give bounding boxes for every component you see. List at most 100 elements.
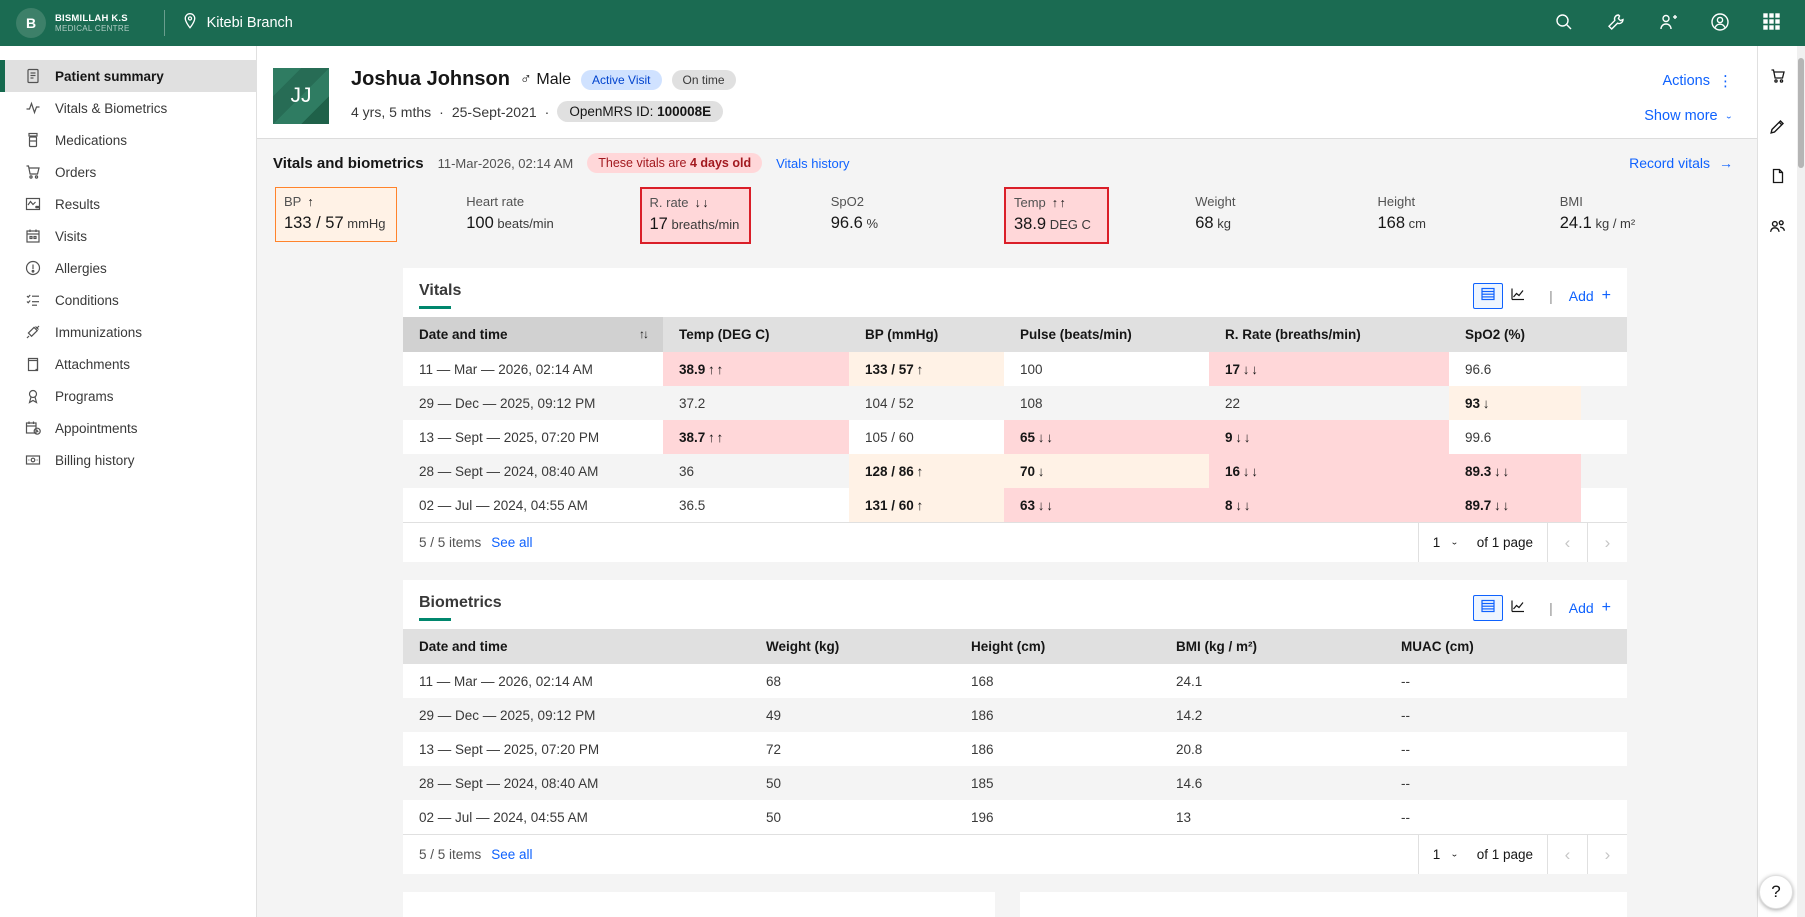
sidebar-item-label: Vitals & Biometrics xyxy=(55,100,168,116)
filler-cell xyxy=(1581,420,1627,454)
location-name: Kitebi Branch xyxy=(206,15,293,31)
page-of-label: of 1 page xyxy=(1476,535,1533,550)
clinical-forms-icon xyxy=(1770,168,1786,184)
sidebar-item-label: Visits xyxy=(55,228,88,244)
table-cell: -- xyxy=(1385,732,1627,766)
next-page-button[interactable]: › xyxy=(1587,835,1627,874)
edit-pencil-button[interactable] xyxy=(1762,110,1794,142)
chart-view-toggle[interactable] xyxy=(1503,595,1533,621)
sidebar-item-orders[interactable]: Orders xyxy=(0,156,256,188)
sidebar-item-allergies[interactable]: Allergies xyxy=(0,252,256,284)
sidebar-item-visits[interactable]: Visits xyxy=(0,220,256,252)
see-all-link[interactable]: See all xyxy=(491,847,533,862)
title-underline xyxy=(419,618,451,621)
patient-birthdate: 25-Sept-2021 xyxy=(451,103,537,120)
plus-icon: + xyxy=(1601,286,1611,304)
sidebar-item-attachments[interactable]: Attachments xyxy=(0,348,256,380)
previous-page-button[interactable]: ‹ xyxy=(1547,835,1587,874)
sidebar-item-label: Billing history xyxy=(55,452,135,468)
items-count: 5 / 5 items xyxy=(419,535,482,550)
results-chart-icon xyxy=(25,196,41,212)
clinic-logo[interactable]: B BISMILLAH K.S MEDICAL CENTRE xyxy=(0,8,148,38)
tile-box: R. rate ↓ ↓ 17 breaths/min xyxy=(639,187,752,244)
location-selector[interactable]: Kitebi Branch xyxy=(181,12,293,34)
order-basket-button[interactable] xyxy=(1762,60,1794,92)
tile-value: 96.6 % xyxy=(830,214,879,232)
table-view-icon xyxy=(1480,598,1496,617)
tile-label: Weight xyxy=(1195,194,1236,209)
patient-chart-left-nav: Patient summary Vitals & Biometrics Medica… xyxy=(0,46,257,917)
plus-icon: + xyxy=(1601,598,1611,616)
trend-arrow-icon: ↓ ↓ xyxy=(1232,429,1250,445)
record-vitals-link[interactable]: Record vitals → xyxy=(1629,155,1733,171)
chart-view-icon xyxy=(1510,598,1526,617)
sidebar-item-vitals-biometrics[interactable]: Vitals & Biometrics xyxy=(0,92,256,124)
column-header-spo2-: SpO2 (%) xyxy=(1449,317,1581,352)
table-row: 29 — Dec — 2025, 09:12 PM 49 186 14.2 -- xyxy=(403,698,1627,732)
add-patient-button[interactable] xyxy=(1649,4,1687,42)
table-cell: 37.2 xyxy=(663,386,849,420)
page-number-select[interactable]: 1 ⌄ xyxy=(1417,835,1473,874)
sidebar-item-conditions[interactable]: Conditions xyxy=(0,284,256,316)
vital-tile-temp: Temp ↑ ↑ 38.9 DEG C xyxy=(1004,187,1186,244)
table-view-toggle[interactable] xyxy=(1473,282,1504,309)
search-button[interactable] xyxy=(1545,4,1583,42)
table-cell: 29 — Dec — 2025, 09:12 PM xyxy=(403,386,663,420)
app-menu-button[interactable] xyxy=(1753,4,1791,42)
column-header-bmi-kg-m-: BMI (kg / m²) xyxy=(1160,629,1385,664)
next-page-button[interactable]: › xyxy=(1587,523,1627,562)
table-cell: 9 ↓ ↓ xyxy=(1209,420,1449,454)
location-pin-icon xyxy=(181,12,199,34)
help-icon: ? xyxy=(1771,882,1781,901)
add-label: Add xyxy=(1568,287,1594,304)
scrollbar-thumb[interactable] xyxy=(1798,58,1804,168)
previous-page-button[interactable]: ‹ xyxy=(1547,523,1587,562)
sidebar-item-immunizations[interactable]: Immunizations xyxy=(0,316,256,348)
show-more-button[interactable]: Show more ⌄ xyxy=(1644,108,1733,124)
action-rail xyxy=(1757,46,1797,917)
sidebar-item-medications[interactable]: Medications xyxy=(0,124,256,156)
add-user-icon xyxy=(1658,12,1678,35)
sidebar-item-billing-history[interactable]: Billing history xyxy=(0,444,256,476)
actions-menu-button[interactable]: Actions ⋮ xyxy=(1662,72,1733,90)
sidebar-item-appointments[interactable]: Appointments xyxy=(0,412,256,444)
tile-label: R. rate ↓ ↓ xyxy=(649,195,709,210)
see-all-link[interactable]: See all xyxy=(491,535,533,550)
patient-name: Joshua Johnson xyxy=(351,68,510,90)
vital-tile-height: Height 168 cm xyxy=(1369,187,1551,244)
trend-arrow-icon: ↓ ↓ xyxy=(1240,463,1258,479)
vitals-history-link[interactable]: Vitals history xyxy=(776,155,850,171)
care-team-button[interactable] xyxy=(1762,210,1794,242)
table-cell: 49 xyxy=(750,698,955,732)
sidebar-item-programs[interactable]: Programs xyxy=(0,380,256,412)
page-number-select[interactable]: 1 ⌄ xyxy=(1417,523,1473,562)
tile-label: BP ↑ xyxy=(284,194,314,209)
table-view-toggle[interactable] xyxy=(1473,594,1504,621)
active-visit-tag: Active Visit xyxy=(581,69,662,90)
column-header-date-and-time[interactable]: Date and time ↑↓ xyxy=(403,317,663,352)
patient-sex: ♂ Male xyxy=(519,70,572,88)
chart-view-toggle[interactable] xyxy=(1503,283,1533,309)
implementer-tools-button[interactable] xyxy=(1597,4,1635,42)
trend-arrow-icon: ↑ xyxy=(307,194,313,209)
table-cell: 20.8 xyxy=(1160,732,1385,766)
column-header-pulse-beats-min-: Pulse (beats/min) xyxy=(1004,317,1209,352)
tile-label: Temp ↑ ↑ xyxy=(1014,195,1066,210)
window-scrollbar[interactable] xyxy=(1797,46,1805,917)
add-biometrics-button[interactable]: Add + xyxy=(1569,599,1611,617)
patient-id-badge: OpenMRS ID: 100008E xyxy=(557,101,724,122)
column-header-date-and-time[interactable]: Date and time xyxy=(403,629,750,664)
clinical-forms-button[interactable] xyxy=(1762,160,1794,192)
biometrics-pagination: 5 / 5 items See all 1 ⌄ of 1 page ‹ › xyxy=(403,834,1627,874)
vital-tile-r-rate: R. rate ↓ ↓ 17 breaths/min xyxy=(639,187,822,244)
help-button[interactable]: ? xyxy=(1759,875,1793,909)
sidebar-item-patient-summary[interactable]: Patient summary xyxy=(0,60,256,92)
checklist-icon xyxy=(25,292,41,308)
header-divider xyxy=(163,10,165,36)
add-vitals-button[interactable]: Add + xyxy=(1569,287,1611,305)
tile-box: SpO2 96.6 % xyxy=(822,187,927,242)
sidebar-item-label: Medications xyxy=(55,132,128,148)
clinic-name: BISMILLAH K.S xyxy=(55,13,128,24)
user-menu-button[interactable] xyxy=(1701,4,1739,42)
sidebar-item-results[interactable]: Results xyxy=(0,188,256,220)
